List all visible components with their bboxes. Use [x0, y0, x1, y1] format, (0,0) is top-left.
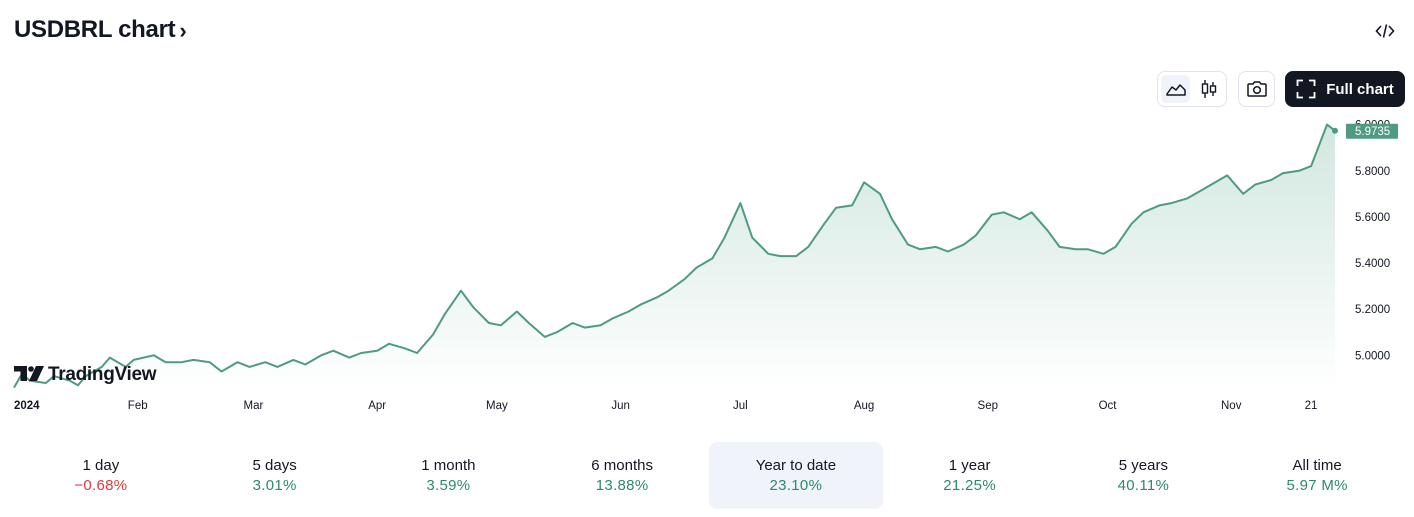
y-tick-label: 5.2000 [1355, 304, 1390, 316]
period-6-months[interactable]: 6 months 13.88% [535, 442, 709, 509]
x-tick-label: Jun [611, 400, 630, 412]
candles-style-button[interactable] [1194, 75, 1223, 103]
last-price-dot [1332, 127, 1338, 134]
period-all-time[interactable]: All time 5.97 M% [1230, 442, 1404, 509]
period-change-value: 5.97 M% [1286, 477, 1348, 494]
period-label: 1 month [421, 457, 476, 474]
full-chart-button[interactable]: Full chart [1285, 71, 1405, 107]
current-price-value: 5.9735 [1355, 126, 1390, 138]
watermark-text: TradingView [48, 364, 157, 385]
period-label: 5 days [252, 457, 297, 474]
tradingview-watermark: TradingView [14, 364, 157, 385]
snapshot-button[interactable] [1238, 71, 1275, 107]
period-label: 6 months [591, 457, 653, 474]
x-tick-label: Apr [368, 400, 386, 412]
full-chart-label: Full chart [1326, 80, 1394, 98]
y-tick-label: 5.4000 [1355, 258, 1390, 270]
period-label: 5 years [1118, 457, 1168, 474]
x-tick-label: Nov [1221, 400, 1242, 412]
period-1-month[interactable]: 1 month 3.59% [362, 442, 536, 509]
y-tick-label: 5.8000 [1355, 166, 1390, 178]
period-1-year[interactable]: 1 year 21.25% [883, 442, 1057, 509]
x-tick-label: Mar [244, 400, 264, 412]
period-label: Year to date [755, 457, 837, 474]
embed-code-button[interactable] [1374, 20, 1396, 42]
camera-icon [1246, 81, 1267, 97]
price-line [13, 123, 1336, 389]
x-tick-label: Sep [978, 400, 998, 412]
y-tick-label: 5.0000 [1355, 350, 1390, 362]
x-tick-label: 21 [1305, 400, 1318, 412]
code-icon [1375, 24, 1395, 38]
area-chart-icon [1165, 84, 1186, 96]
current-price-label: 5.9735 [1346, 123, 1398, 139]
price-area-fill [14, 124, 1335, 388]
fullscreen-icon [1296, 79, 1316, 99]
period-5-days[interactable]: 5 days 3.01% [188, 442, 362, 509]
x-tick-label: May [486, 400, 508, 412]
period-label: All time [1292, 457, 1342, 474]
period-selector: 1 day −0.68% 5 days 3.01% 1 month 3.59% 6 mont… [14, 442, 1404, 509]
chart-title: USDBRL chart [14, 16, 176, 43]
period-change-value: 40.11% [1117, 477, 1170, 494]
period-1-day[interactable]: 1 day −0.68% [14, 442, 188, 509]
x-tick-label: 2024 [14, 400, 40, 412]
period-5-years[interactable]: 5 years 40.11% [1057, 442, 1231, 509]
x-tick-label: Oct [1099, 400, 1118, 412]
chart-title-link[interactable]: USDBRL chart › [14, 16, 187, 44]
area-style-button[interactable] [1161, 75, 1190, 103]
period-label: 1 year [948, 457, 991, 474]
x-tick-label: Aug [854, 400, 874, 412]
period-change-value: 3.01% [252, 477, 297, 494]
period-change-value: 23.10% [769, 477, 823, 494]
candlestick-icon [1201, 80, 1216, 98]
tradingview-logo-icon [14, 366, 44, 381]
x-tick-label: Jul [733, 400, 748, 412]
period-label: 1 day [82, 457, 120, 474]
x-tick-label: Feb [128, 400, 148, 412]
chevron-right-icon: › [179, 18, 187, 43]
chart-style-toggle [1157, 71, 1227, 107]
period-change-value: 13.88% [595, 477, 649, 494]
period-year-to-date[interactable]: Year to date 23.10% [709, 442, 883, 509]
period-change-value: −0.68% [74, 477, 128, 494]
period-change-value: 3.59% [426, 477, 471, 494]
y-tick-label: 5.6000 [1355, 212, 1390, 224]
period-change-value: 21.25% [943, 477, 996, 494]
